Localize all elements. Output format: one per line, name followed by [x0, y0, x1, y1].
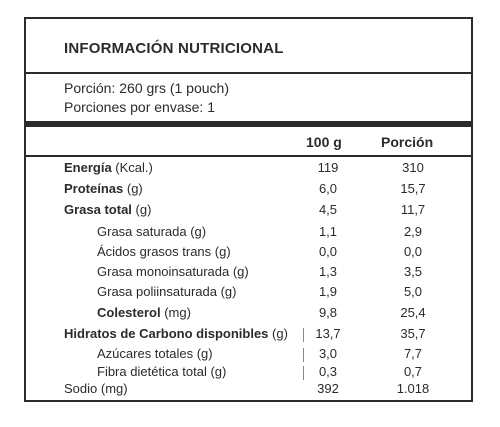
- nutrient-name: Fibra dietética total (g): [97, 364, 227, 379]
- nutrient-row-energia: Energía (Kcal.) 119 310: [0, 160, 500, 178]
- value-100g: 4,5: [318, 202, 338, 217]
- nutrient-row-azucares-totales: Azúcares totales (g) 3,0 7,7: [0, 346, 500, 364]
- value-portion: 5,0: [403, 284, 423, 299]
- value-100g: 3,0: [318, 346, 338, 361]
- value-100g: 0,3: [318, 364, 338, 379]
- nutrient-row-grasa-total: Grasa total (g) 4,5 11,7: [0, 202, 500, 220]
- value-portion: 310: [402, 160, 424, 175]
- nutrient-name: Azúcares totales (g): [97, 346, 213, 361]
- nutrient-row-acidos-grasos-trans: Ácidos grasos trans (g) 0,0 0,0: [0, 244, 500, 262]
- value-100g: 119: [317, 160, 339, 175]
- nutrient-name: Ácidos grasos trans (g): [97, 244, 231, 259]
- nutrient-name: Grasa monoinsaturada (g): [97, 264, 249, 279]
- portion-divider: [26, 121, 471, 127]
- value-portion: 2,9: [403, 224, 423, 239]
- value-portion: 25,4: [400, 305, 426, 320]
- nutrient-row-grasa-saturada: Grasa saturada (g) 1,1 2,9: [0, 224, 500, 242]
- column-separator: [303, 366, 304, 380]
- nutrient-row-sodio: Sodio (mg) 392 1.018: [0, 381, 500, 399]
- nutrient-row-colesterol: Colesterol (mg) 9,8 25,4: [0, 305, 500, 323]
- value-portion: 0,7: [403, 364, 423, 379]
- value-100g: 9,8: [318, 305, 338, 320]
- nutrient-name: Sodio (mg): [64, 381, 128, 396]
- nutrient-name: Colesterol (mg): [97, 305, 191, 320]
- value-portion: 35,7: [400, 326, 426, 341]
- nutrient-row-hidratos-de-carbono: Hidratos de Carbono disponibles (g) 13,7…: [0, 326, 500, 344]
- value-100g: 392: [317, 381, 339, 396]
- nutrient-name: Proteínas (g): [64, 181, 143, 196]
- header-divider: [26, 155, 471, 157]
- value-portion: 7,7: [403, 346, 423, 361]
- value-100g: 1,1: [318, 224, 338, 239]
- servings-per-container: Porciones por envase: 1: [64, 99, 215, 115]
- column-header-portion: Porción: [381, 134, 434, 150]
- title-divider: [26, 72, 471, 74]
- value-portion: 0,0: [403, 244, 423, 259]
- portion-size: Porción: 260 grs (1 pouch): [64, 80, 229, 96]
- value-portion: 15,7: [400, 181, 426, 196]
- nutrition-label-frame: [24, 17, 473, 402]
- value-100g: 1,9: [318, 284, 338, 299]
- column-separator: [303, 348, 304, 362]
- value-portion: 11,7: [400, 202, 426, 217]
- column-header-100g: 100 g: [306, 134, 342, 150]
- value-100g: 6,0: [318, 181, 338, 196]
- column-separator: [303, 328, 304, 342]
- value-100g: 0,0: [318, 244, 338, 259]
- nutrient-name: Grasa saturada (g): [97, 224, 207, 239]
- nutrient-name: Energía (Kcal.): [64, 160, 153, 175]
- nutrient-row-grasa-poliinsaturada: Grasa poliinsaturada (g) 1,9 5,0: [0, 284, 500, 302]
- label-title: INFORMACIÓN NUTRICIONAL: [64, 40, 284, 57]
- nutrient-name: Grasa poliinsaturada (g): [97, 284, 237, 299]
- nutrient-name: Grasa total (g): [64, 202, 152, 217]
- value-100g: 1,3: [318, 264, 338, 279]
- nutrient-row-proteinas: Proteínas (g) 6,0 15,7: [0, 181, 500, 199]
- nutrient-row-grasa-monoinsaturada: Grasa monoinsaturada (g) 1,3 3,5: [0, 264, 500, 282]
- nutrient-name: Hidratos de Carbono disponibles (g): [64, 326, 288, 341]
- value-100g: 13,7: [315, 326, 341, 341]
- nutrient-row-fibra-dietetica: Fibra dietética total (g) 0,3 0,7: [0, 364, 500, 382]
- value-portion: 3,5: [403, 264, 423, 279]
- value-portion: 1.018: [396, 381, 430, 396]
